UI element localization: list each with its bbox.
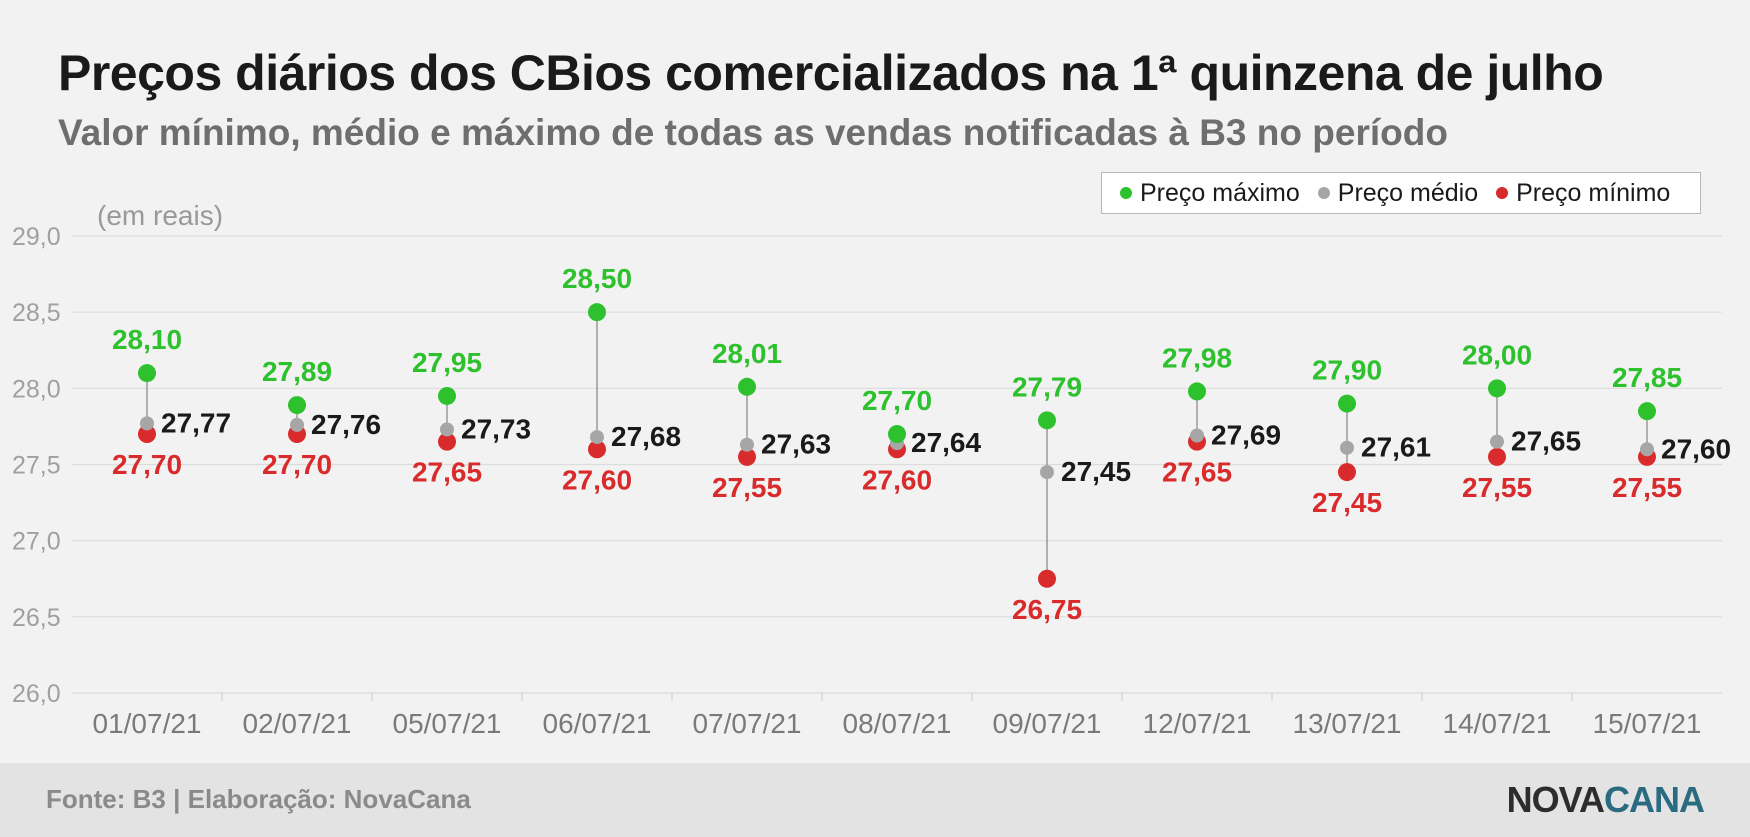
x-tick-label: 06/07/21 — [543, 708, 652, 739]
avg-data-label: 27,60 — [1661, 433, 1731, 464]
max-data-label: 27,85 — [1612, 362, 1682, 393]
max-point — [738, 377, 756, 396]
x-tick-label: 07/07/21 — [693, 708, 802, 739]
x-tick-label: 09/07/21 — [993, 708, 1102, 739]
x-tick-label: 08/07/21 — [843, 708, 952, 739]
max-point — [1488, 379, 1506, 398]
max-point — [438, 386, 456, 405]
y-tick-label: 28,0 — [12, 375, 61, 403]
min-data-label: 27,55 — [1612, 472, 1682, 503]
avg-data-label: 27,45 — [1061, 456, 1131, 487]
max-point — [288, 396, 306, 415]
min-data-label: 26,75 — [1012, 594, 1082, 625]
min-point — [1488, 447, 1506, 466]
max-data-label: 28,00 — [1462, 339, 1532, 370]
max-point — [1638, 402, 1656, 421]
y-tick-label: 26,0 — [12, 680, 61, 708]
avg-data-label: 27,69 — [1211, 420, 1281, 451]
min-data-label: 27,45 — [1312, 487, 1382, 518]
max-data-label: 27,90 — [1312, 355, 1382, 386]
min-data-label: 27,70 — [112, 449, 182, 480]
max-point — [138, 364, 156, 383]
avg-point — [1640, 442, 1654, 457]
avg-data-label: 27,77 — [161, 407, 231, 438]
legend-item-min: Preço mínimo — [1496, 179, 1670, 208]
max-point — [1188, 382, 1206, 401]
legend-label-avg: Preço médio — [1337, 178, 1479, 207]
avg-point — [1340, 440, 1354, 455]
min-data-label: 27,60 — [562, 464, 632, 495]
min-data-label: 27,65 — [1162, 457, 1232, 488]
avg-point — [1040, 465, 1054, 480]
x-tick-label: 05/07/21 — [393, 708, 502, 739]
x-tick-label: 13/07/21 — [1293, 708, 1402, 739]
x-tick-label: 01/07/21 — [93, 708, 202, 739]
legend-label-min: Preço mínimo — [1516, 178, 1671, 207]
logo-part-cana: CANA — [1604, 779, 1705, 820]
legend-marker-min — [1496, 187, 1509, 199]
y-tick-label: 27,0 — [12, 528, 61, 556]
avg-data-label: 27,68 — [611, 421, 681, 452]
max-data-label: 28,10 — [112, 324, 182, 355]
max-data-label: 27,89 — [262, 356, 332, 387]
min-data-label: 27,55 — [712, 472, 782, 503]
avg-point — [590, 430, 604, 445]
chart-subtitle: Valor mínimo, médio e máximo de todas as… — [58, 112, 1448, 153]
avg-data-label: 27,65 — [1511, 426, 1581, 457]
min-point — [1038, 569, 1056, 588]
legend-marker-max — [1120, 187, 1132, 199]
max-data-label: 27,95 — [412, 347, 482, 378]
avg-point — [440, 422, 454, 437]
min-point — [588, 440, 606, 459]
x-tick-label: 02/07/21 — [243, 708, 352, 739]
x-tick-label: 15/07/21 — [1593, 708, 1702, 739]
max-data-label: 27,70 — [862, 385, 932, 416]
min-point — [1338, 463, 1356, 482]
max-data-label: 28,01 — [712, 338, 782, 369]
avg-data-label: 27,73 — [461, 413, 531, 444]
avg-point — [740, 437, 754, 452]
chart-area: 26,0 26,5 27,0 27,5 28,0 28,5 29,0 01/07/21 02/0… — [12, 223, 1731, 739]
min-point — [738, 447, 756, 466]
avg-data-label: 27,61 — [1361, 432, 1431, 463]
avg-point — [140, 416, 154, 431]
legend: Preço máximo Preço médio Preço mínimo — [1101, 172, 1701, 214]
max-point — [588, 303, 606, 322]
legend-item-max: Preço máximo — [1120, 179, 1300, 208]
novacana-logo: NOVACANA — [1506, 779, 1705, 821]
x-tick-label: 14/07/21 — [1443, 708, 1552, 739]
max-data-label: 27,79 — [1012, 371, 1082, 402]
avg-point — [1190, 428, 1204, 443]
unit-label: (em reais) — [97, 200, 224, 231]
legend-item-avg: Preço médio — [1317, 178, 1479, 208]
chart-title: Preços diários dos CBios comercializados… — [58, 45, 1604, 101]
max-data-label: 28,50 — [562, 263, 632, 294]
max-point — [1338, 394, 1356, 413]
avg-data-label: 27,76 — [311, 409, 381, 440]
min-point — [138, 425, 156, 444]
avg-data-label: 27,63 — [761, 429, 831, 460]
min-point — [438, 432, 456, 451]
avg-point — [290, 417, 304, 432]
min-data-label: 27,55 — [1462, 472, 1532, 503]
y-tick-label: 29,0 — [12, 223, 61, 251]
max-point — [888, 425, 906, 444]
source-text: Fonte: B3 | Elaboração: NovaCana — [46, 784, 471, 814]
min-data-label: 27,70 — [262, 449, 332, 480]
min-data-label: 27,60 — [862, 464, 932, 495]
avg-data-label: 27,64 — [911, 427, 981, 458]
avg-point — [1490, 434, 1504, 449]
y-tick-label: 28,5 — [12, 299, 61, 327]
footer: Fonte: B3 | Elaboração: NovaCana NOVACAN… — [0, 763, 1750, 837]
min-data-label: 27,65 — [412, 457, 482, 488]
logo-part-nova: NOVA — [1506, 779, 1605, 820]
legend-label-max: Preço máximo — [1140, 178, 1300, 207]
x-tick-label: 12/07/21 — [1143, 708, 1252, 739]
y-tick-label: 26,5 — [12, 604, 61, 632]
max-point — [1038, 411, 1056, 430]
max-data-label: 27,98 — [1162, 342, 1232, 373]
legend-marker-avg — [1317, 187, 1330, 199]
y-tick-label: 27,5 — [12, 452, 61, 480]
